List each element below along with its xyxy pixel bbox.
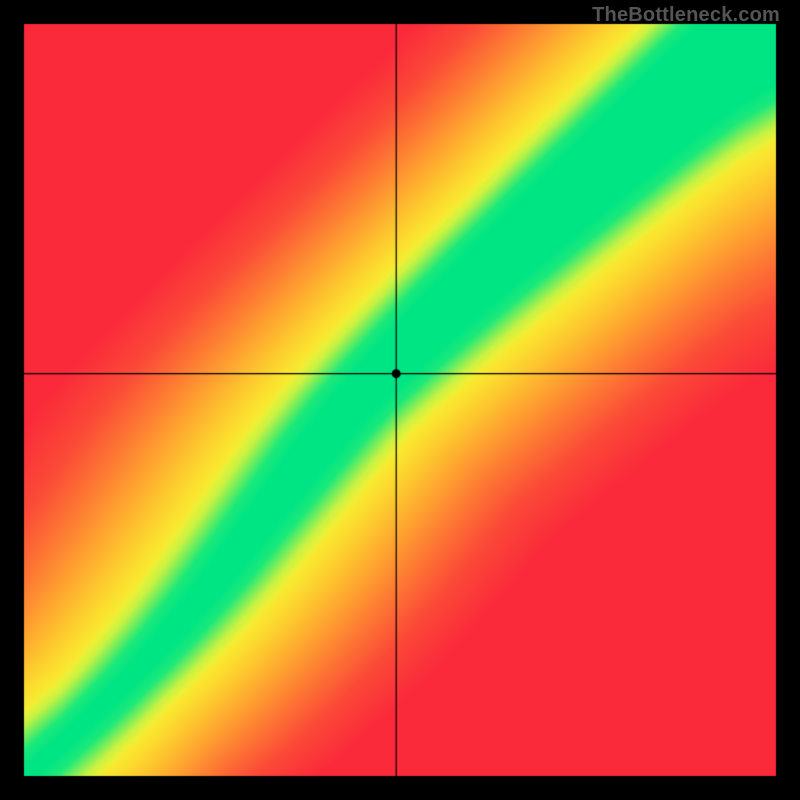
heatmap-canvas <box>0 0 800 800</box>
chart-container: TheBottleneck.com <box>0 0 800 800</box>
attribution-text: TheBottleneck.com <box>592 4 780 27</box>
